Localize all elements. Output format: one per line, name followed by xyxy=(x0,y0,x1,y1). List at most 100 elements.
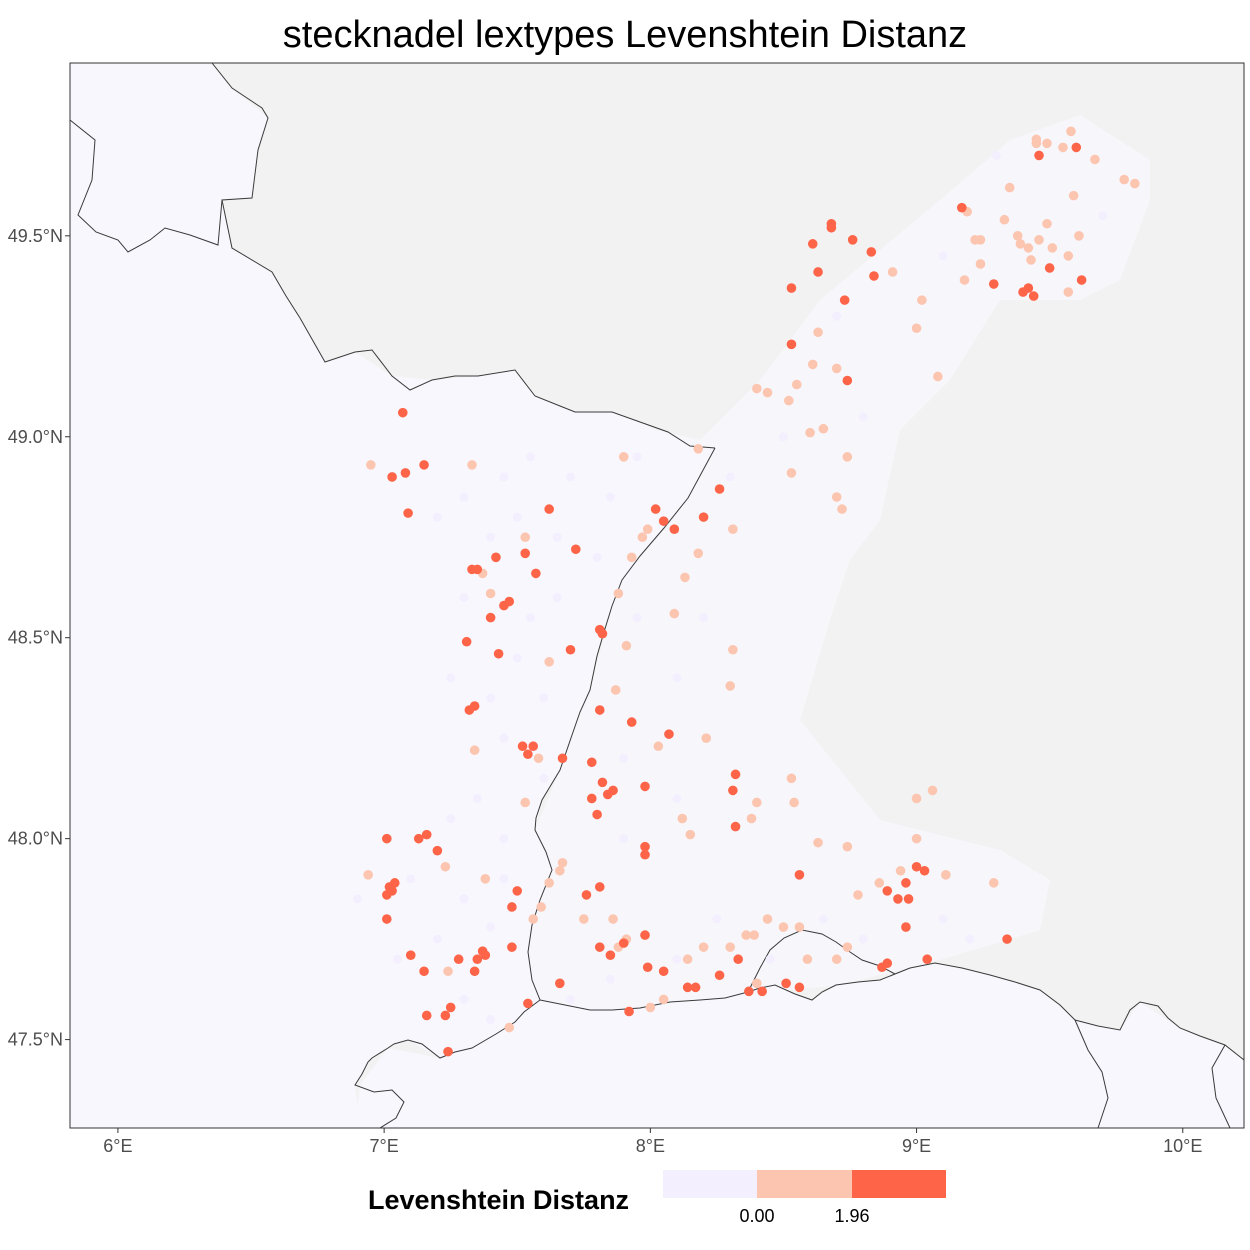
data-point-mid xyxy=(933,371,943,382)
data-point-mid xyxy=(1042,138,1052,149)
x-tick-label: 6°E xyxy=(103,1136,132,1156)
data-point-mid xyxy=(1034,235,1044,245)
data-point-high xyxy=(728,785,738,796)
data-point-mid xyxy=(789,797,799,808)
data-point-mid xyxy=(999,214,1010,225)
data-point-mid xyxy=(637,532,648,543)
data-point-low xyxy=(818,914,828,924)
data-point-low xyxy=(446,814,456,824)
country-borders xyxy=(70,63,1244,1128)
data-point-mid xyxy=(1047,243,1058,253)
data-point-high xyxy=(602,789,613,800)
data-point-mid xyxy=(911,323,922,334)
data-point-mid xyxy=(467,460,477,470)
data-point-high xyxy=(507,902,517,912)
data-point-mid xyxy=(366,460,376,470)
data-point-low xyxy=(778,432,788,442)
data-point-high xyxy=(847,235,858,245)
data-point-high xyxy=(807,239,818,249)
data-point-mid xyxy=(536,902,546,912)
data-point-high xyxy=(866,247,877,257)
data-point-low xyxy=(459,593,469,603)
data-point-high xyxy=(397,407,408,418)
data-point-low xyxy=(392,954,402,964)
data-point-low xyxy=(432,512,442,522)
data-point-low xyxy=(552,532,562,542)
data-point-mid xyxy=(741,930,751,940)
data-point-mid xyxy=(762,387,773,398)
data-point-mid xyxy=(669,608,680,619)
data-point-low xyxy=(832,311,842,321)
data-point-high xyxy=(531,568,541,579)
data-point-high xyxy=(911,861,922,872)
data-point-high xyxy=(794,870,805,880)
data-point-mid xyxy=(693,444,704,454)
data-point-high xyxy=(640,849,650,860)
data-point-mid xyxy=(831,492,842,502)
data-point-low xyxy=(632,613,642,623)
data-point-mid xyxy=(752,797,762,808)
legend-swatch-mid xyxy=(757,1170,852,1198)
data-point-mid xyxy=(1074,231,1084,241)
x-tick-label: 7°E xyxy=(370,1136,399,1156)
data-point-high xyxy=(1034,150,1044,161)
data-point-mid xyxy=(842,452,853,462)
region-east-survey xyxy=(528,115,1150,1010)
data-point-mid xyxy=(842,841,853,852)
y-tick-label: 49.0°N xyxy=(8,427,63,447)
data-point-high xyxy=(882,886,893,896)
data-point-low xyxy=(486,532,496,542)
data-point-low xyxy=(512,512,522,522)
data-point-high xyxy=(1002,934,1012,944)
data-point-low xyxy=(672,954,682,964)
data-point-high xyxy=(453,954,464,965)
data-point-mid xyxy=(1012,231,1023,241)
data-point-mid xyxy=(528,914,539,924)
data-point-low xyxy=(712,914,722,924)
data-point-high xyxy=(757,986,767,997)
data-point-mid xyxy=(520,532,531,543)
y-tick-label: 48.5°N xyxy=(8,628,63,648)
data-point-low xyxy=(499,472,509,482)
data-point-high xyxy=(1071,142,1082,153)
x-tick-label: 10°E xyxy=(1163,1136,1202,1156)
data-point-low xyxy=(353,894,363,904)
data-point-low xyxy=(619,834,629,844)
data-point-mid xyxy=(895,865,906,876)
data-point-high xyxy=(389,878,400,888)
data-point-low xyxy=(965,934,975,944)
data-point-low xyxy=(526,613,536,623)
map-title: stecknadel lextypes Levenshtein Distanz xyxy=(282,14,968,56)
data-point-high xyxy=(730,821,741,832)
y-tick-label: 47.5°N xyxy=(8,1030,63,1050)
data-point-low xyxy=(499,874,509,884)
data-point-mid xyxy=(842,942,853,952)
data-point-high xyxy=(472,954,483,965)
data-point-mid xyxy=(685,829,696,840)
data-point-mid xyxy=(791,379,802,390)
data-point-high xyxy=(421,829,432,840)
data-point-high xyxy=(485,612,496,623)
data-point-low xyxy=(991,150,1001,160)
data-point-high xyxy=(901,922,911,932)
data-point-high xyxy=(421,1010,432,1021)
data-point-high xyxy=(565,644,576,655)
data-point-high xyxy=(528,741,539,752)
data-point-high xyxy=(690,982,701,993)
legend-label-1: 1.96 xyxy=(834,1206,869,1226)
data-point-high xyxy=(901,878,911,888)
data-point-mid xyxy=(941,870,951,880)
data-point-mid xyxy=(749,930,759,940)
data-point-high xyxy=(594,705,605,715)
data-point-mid xyxy=(746,813,757,824)
data-point-low xyxy=(459,492,469,502)
data-point-mid xyxy=(1090,154,1100,165)
data-point-low xyxy=(632,452,642,462)
data-point-low xyxy=(672,793,682,803)
data-point-high xyxy=(813,267,823,277)
data-point-mid xyxy=(786,468,797,478)
data-point-mid xyxy=(725,681,736,691)
data-point-low xyxy=(459,894,469,904)
data-point-mid xyxy=(1063,287,1074,297)
